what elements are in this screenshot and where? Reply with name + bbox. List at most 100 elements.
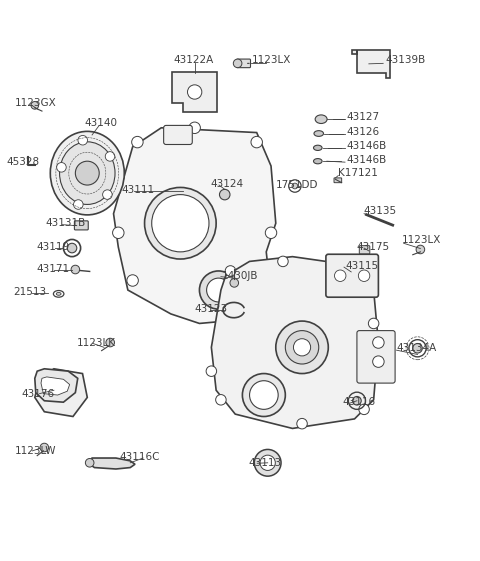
Circle shape [354,266,364,276]
Text: 43131B: 43131B [45,218,85,228]
Circle shape [260,455,276,471]
FancyBboxPatch shape [360,246,370,254]
Text: 43115: 43115 [345,261,378,271]
Text: 43176: 43176 [22,389,55,399]
Ellipse shape [56,292,61,295]
Circle shape [368,318,379,329]
Circle shape [293,339,311,356]
Circle shape [359,270,370,282]
Circle shape [78,135,87,145]
Circle shape [219,190,230,200]
Polygon shape [90,458,135,469]
Polygon shape [172,72,217,112]
Text: 21513: 21513 [13,287,46,297]
Circle shape [67,243,77,253]
Text: 1123LX: 1123LX [252,55,291,65]
Text: 43134A: 43134A [396,343,437,353]
Circle shape [353,397,361,405]
PathPatch shape [114,128,276,324]
Text: 43135: 43135 [363,206,396,216]
Circle shape [206,366,216,376]
Circle shape [359,404,369,415]
Text: 43122A: 43122A [173,55,214,65]
Circle shape [276,321,328,374]
Circle shape [188,85,202,99]
Ellipse shape [314,131,324,136]
Circle shape [206,278,230,302]
Polygon shape [352,49,390,78]
Circle shape [251,304,263,315]
Text: 1123LW: 1123LW [15,446,56,456]
Circle shape [242,374,285,416]
Text: 43140: 43140 [85,118,118,128]
Circle shape [230,279,239,287]
Circle shape [85,458,94,467]
Circle shape [40,443,48,452]
Text: 43139B: 43139B [385,55,426,65]
FancyBboxPatch shape [237,59,251,68]
Circle shape [372,356,384,367]
Circle shape [254,449,281,476]
Circle shape [233,59,242,68]
FancyBboxPatch shape [74,221,88,230]
Text: 43146B: 43146B [346,155,386,165]
Text: K17121: K17121 [338,168,378,178]
Text: 43116: 43116 [342,397,375,407]
Circle shape [103,190,112,199]
Ellipse shape [60,142,115,204]
Circle shape [416,245,425,254]
Circle shape [297,419,307,429]
Circle shape [57,163,66,172]
Polygon shape [35,369,78,402]
Circle shape [250,381,278,410]
Ellipse shape [313,159,322,164]
Circle shape [31,102,38,109]
Text: 43119: 43119 [36,242,70,252]
Text: 43146B: 43146B [346,141,386,151]
Circle shape [152,195,209,252]
Text: 1123GX: 1123GX [15,98,57,108]
Circle shape [216,394,226,405]
Text: 43111: 43111 [121,185,155,195]
Ellipse shape [313,145,322,150]
Circle shape [285,330,319,364]
Circle shape [105,151,115,161]
Text: 1123LK: 1123LK [77,338,116,347]
FancyBboxPatch shape [326,254,378,297]
Circle shape [132,136,143,148]
Text: 43127: 43127 [346,112,379,122]
PathPatch shape [211,256,378,429]
Text: 43116C: 43116C [120,452,160,462]
Circle shape [144,187,216,259]
Circle shape [127,275,138,286]
Polygon shape [41,377,70,395]
Circle shape [292,183,298,189]
Circle shape [113,227,124,238]
Text: 43124: 43124 [211,178,244,188]
Text: 1430JB: 1430JB [222,271,258,280]
Circle shape [372,337,384,348]
Circle shape [106,338,115,347]
Circle shape [225,266,236,276]
Polygon shape [35,369,87,416]
Circle shape [335,270,346,282]
Circle shape [278,256,288,266]
Circle shape [265,227,277,238]
Text: 43126: 43126 [346,127,379,137]
Circle shape [71,265,80,274]
Ellipse shape [50,131,124,215]
FancyBboxPatch shape [164,126,192,145]
Circle shape [73,200,83,209]
Text: 43113: 43113 [249,458,282,468]
Ellipse shape [315,115,327,123]
Circle shape [199,271,238,309]
Text: 1751DD: 1751DD [276,180,318,190]
Text: 43171: 43171 [36,264,70,274]
Text: 43123: 43123 [195,304,228,314]
Circle shape [75,161,99,185]
Circle shape [189,122,200,134]
Circle shape [251,136,263,148]
Text: 43175: 43175 [357,242,390,252]
Circle shape [413,343,422,353]
FancyBboxPatch shape [334,178,342,183]
